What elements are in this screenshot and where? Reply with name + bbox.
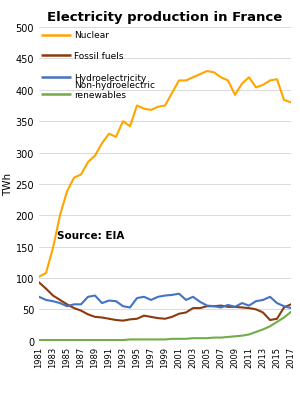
Y-axis label: TWh: TWh [3, 173, 13, 196]
Text: Nuclear: Nuclear [74, 31, 109, 40]
Text: Non-hydroelectric
renewables: Non-hydroelectric renewables [74, 80, 155, 100]
Text: Source: EIA: Source: EIA [56, 231, 124, 241]
Title: Electricity production in France: Electricity production in France [47, 11, 283, 24]
Text: Fossil fuels: Fossil fuels [74, 52, 124, 61]
Text: Hydroelectricity: Hydroelectricity [74, 74, 146, 83]
